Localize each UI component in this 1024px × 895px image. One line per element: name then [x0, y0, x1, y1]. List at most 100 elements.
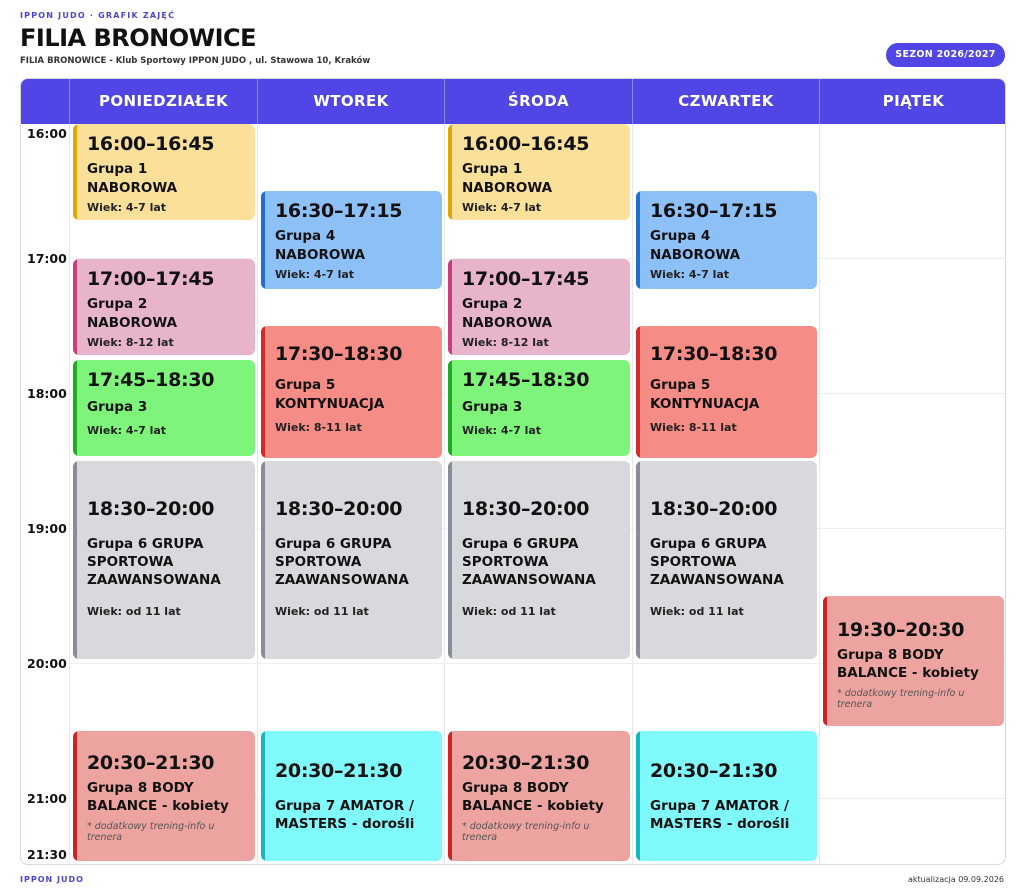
session-group: Grupa 8 BODY BALANCE - kobiety: [87, 780, 229, 814]
session-group: Grupa 1: [87, 161, 148, 177]
color-bar: [73, 731, 77, 861]
column-divider: [69, 124, 70, 864]
session-time: 18:30–20:00: [87, 498, 215, 520]
session-age: Wiek: od 11 lat: [87, 605, 181, 618]
session-group: Grupa 5: [650, 377, 711, 393]
brand-kicker: IPPON JUDO · GRAFIK ZAJĘĆ: [20, 11, 176, 20]
session-time: 17:30–18:30: [275, 343, 403, 365]
session-group: Grupa 6 GRUPA SPORTOWA ZAAWANSOWANA: [462, 536, 596, 588]
session-card[interactable]: 16:00–16:45 Grupa 1 NABOROWA Wiek: 4-7 l…: [448, 124, 630, 220]
color-bar: [636, 326, 640, 458]
season-badge: SEZON 2026/2027: [886, 43, 1005, 67]
time-label-2100: 21:00: [27, 791, 67, 806]
session-time: 16:30–17:15: [275, 200, 403, 222]
session-time: 18:30–20:00: [462, 498, 590, 520]
session-card[interactable]: 17:45–18:30 Grupa 3 Wiek: 4-7 lat: [448, 360, 630, 456]
session-level: KONTYNUACJA: [650, 396, 760, 412]
page-subtitle: FILIA BRONOWICE - Klub Sportowy IPPON JU…: [20, 56, 371, 66]
time-label-2130: 21:30: [27, 847, 67, 862]
session-time: 20:30–21:30: [650, 760, 778, 782]
session-level: NABOROWA: [275, 247, 366, 263]
session-group: Grupa 2: [87, 296, 148, 312]
session-card[interactable]: 16:30–17:15 Grupa 4 NABOROWA Wiek: 4-7 l…: [636, 191, 817, 289]
column-divider: [444, 124, 445, 864]
session-age: Wiek: od 11 lat: [650, 605, 744, 618]
session-card[interactable]: 17:45–18:30 Grupa 3 Wiek: 4-7 lat: [73, 360, 255, 456]
session-card[interactable]: 18:30–20:00 Grupa 6 GRUPA SPORTOWA ZAAWA…: [448, 461, 630, 659]
color-bar: [448, 124, 452, 220]
session-card[interactable]: 18:30–20:00 Grupa 6 GRUPA SPORTOWA ZAAWA…: [261, 461, 442, 659]
session-group: Grupa 1: [462, 161, 523, 177]
session-card[interactable]: 20:30–21:30 Grupa 8 BODY BALANCE - kobie…: [448, 731, 630, 861]
session-age: Wiek: 4-7 lat: [275, 268, 355, 281]
session-group: Grupa 6 GRUPA SPORTOWA ZAAWANSOWANA: [275, 536, 409, 588]
session-card[interactable]: 17:30–18:30 Grupa 5 KONTYNUACJA Wiek: 8-…: [636, 326, 817, 458]
session-card[interactable]: 17:00–17:45 Grupa 2 NABOROWA Wiek: 8-12 …: [73, 259, 255, 355]
session-card[interactable]: 20:30–21:30 Grupa 7 AMATOR / MASTERS - d…: [261, 731, 442, 861]
session-age: Wiek: 8-11 lat: [275, 421, 362, 434]
session-time: 16:30–17:15: [650, 200, 778, 222]
session-card[interactable]: 17:30–18:30 Grupa 5 KONTYNUACJA Wiek: 8-…: [261, 326, 442, 458]
session-group: Grupa 6 GRUPA SPORTOWA ZAAWANSOWANA: [650, 536, 784, 588]
session-card[interactable]: 20:30–21:30 Grupa 7 AMATOR / MASTERS - d…: [636, 731, 817, 861]
session-level: KONTYNUACJA: [275, 396, 385, 412]
session-time: 20:30–21:30: [462, 752, 590, 774]
session-level: NABOROWA: [462, 180, 553, 196]
time-label-1900: 19:00: [27, 521, 67, 536]
session-group: Grupa 7 AMATOR / MASTERS - dorośli: [650, 798, 790, 832]
color-bar: [448, 259, 452, 355]
day-header-wednesday: ŚRODA: [444, 79, 632, 124]
session-time: 17:45–18:30: [462, 369, 590, 391]
color-bar: [261, 191, 265, 289]
session-group: Grupa 5: [275, 377, 336, 393]
time-label-2000: 20:00: [27, 656, 67, 671]
session-card[interactable]: 18:30–20:00 Grupa 6 GRUPA SPORTOWA ZAAWA…: [73, 461, 255, 659]
hour-line: [69, 663, 1005, 664]
day-header-tuesday: WTOREK: [257, 79, 444, 124]
color-bar: [261, 326, 265, 458]
session-group: Grupa 8 BODY BALANCE - kobiety: [462, 780, 604, 814]
session-card[interactable]: 16:00–16:45 Grupa 1 NABOROWA Wiek: 4-7 l…: [73, 124, 255, 220]
session-time: 17:45–18:30: [87, 369, 215, 391]
page-title: FILIA BRONOWICE: [20, 24, 257, 52]
session-age: Wiek: 4-7 lat: [87, 201, 167, 214]
session-time: 18:30–20:00: [650, 498, 778, 520]
session-card[interactable]: 19:30–20:30 Grupa 8 BODY BALANCE - kobie…: [823, 596, 1004, 726]
session-group: Grupa 4: [650, 228, 711, 244]
column-divider: [257, 124, 258, 864]
color-bar: [636, 461, 640, 659]
session-age: Wiek: 8-11 lat: [650, 421, 737, 434]
session-group: Grupa 2: [462, 296, 523, 312]
color-bar: [73, 360, 77, 456]
session-group: Grupa 7 AMATOR / MASTERS - dorośli: [275, 798, 415, 832]
color-bar: [73, 124, 77, 220]
color-bar: [261, 461, 265, 659]
hour-line: [69, 258, 1005, 259]
session-age: Wiek: 4-7 lat: [462, 424, 542, 437]
color-bar: [636, 191, 640, 289]
session-level: NABOROWA: [87, 180, 178, 196]
session-time: 20:30–21:30: [87, 752, 215, 774]
time-label-1800: 18:00: [27, 386, 67, 401]
session-level: NABOROWA: [650, 247, 741, 263]
session-card[interactable]: 16:30–17:15 Grupa 4 NABOROWA Wiek: 4-7 l…: [261, 191, 442, 289]
session-time: 18:30–20:00: [275, 498, 403, 520]
time-label-1600: 16:00: [27, 126, 67, 141]
color-bar: [73, 461, 77, 659]
session-card[interactable]: 17:00–17:45 Grupa 2 NABOROWA Wiek: 8-12 …: [448, 259, 630, 355]
session-time: 17:30–18:30: [650, 343, 778, 365]
color-bar: [448, 731, 452, 861]
footer-brand: IPPON JUDO: [20, 875, 84, 884]
column-divider: [632, 124, 633, 864]
session-age: Wiek: 8-12 lat: [462, 336, 549, 349]
day-header-friday: PIĄTEK: [819, 79, 1005, 124]
color-bar: [636, 731, 640, 861]
session-card[interactable]: 18:30–20:00 Grupa 6 GRUPA SPORTOWA ZAAWA…: [636, 461, 817, 659]
session-card[interactable]: 20:30–21:30 Grupa 8 BODY BALANCE - kobie…: [73, 731, 255, 861]
session-time: 17:00–17:45: [87, 268, 215, 290]
time-label-1700: 17:00: [27, 251, 67, 266]
session-age: Wiek: 4-7 lat: [462, 201, 542, 214]
session-group: Grupa 8 BODY BALANCE - kobiety: [837, 647, 979, 681]
day-header-monday: PONIEDZIAŁEK: [69, 79, 257, 124]
color-bar: [448, 360, 452, 456]
